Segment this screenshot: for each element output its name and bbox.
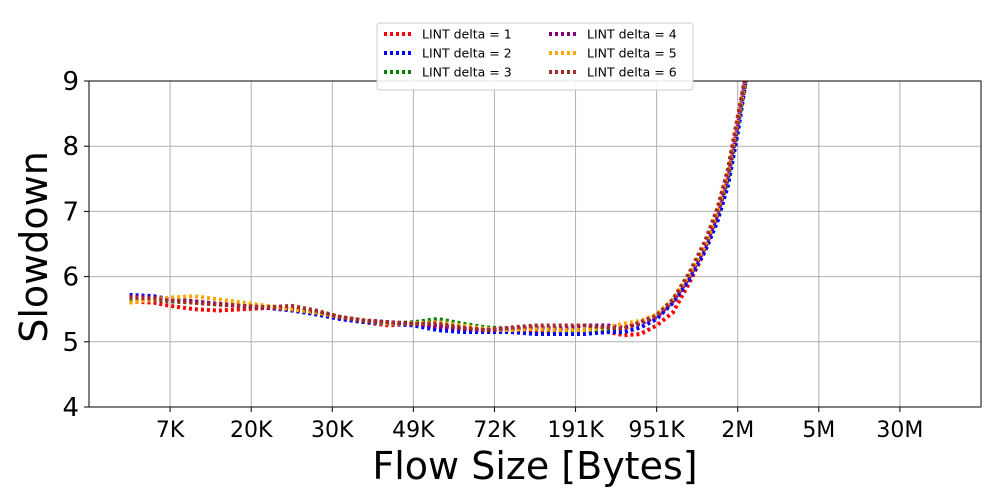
legend-entry: LINT delta = 5 [587, 46, 677, 61]
series-line-1 [129, 81, 747, 338]
x-tick-label: 20K [230, 418, 273, 443]
series-line-2 [129, 81, 748, 336]
y-tick-labels: 4 5 6 7 8 9 [62, 67, 89, 423]
x-tick-label: 49K [392, 418, 435, 443]
series-line-5 [129, 81, 748, 333]
x-tick-label: 2M [721, 418, 754, 443]
y-tick-label: 8 [62, 132, 79, 162]
x-tick-label: 30K [311, 418, 354, 443]
legend-entry: LINT delta = 6 [587, 65, 677, 80]
legend-entry: LINT delta = 1 [422, 27, 512, 42]
y-axis-label: Slowdown [12, 151, 56, 343]
y-tick-label: 5 [62, 328, 79, 358]
x-tick-label: 30M [876, 418, 923, 443]
legend-entry: LINT delta = 4 [587, 27, 677, 42]
x-tick-label: 5M [802, 418, 835, 443]
y-tick-label: 9 [62, 67, 79, 97]
series-line-4 [129, 81, 748, 333]
x-tick-label: 951K [628, 418, 685, 443]
legend-entry: LINT delta = 2 [422, 46, 512, 61]
x-axis-label: Flow Size [Bytes] [372, 444, 697, 488]
series-line-3 [129, 81, 748, 333]
y-tick-label: 4 [62, 393, 79, 423]
y-tick-label: 7 [62, 197, 79, 227]
legend-box [376, 22, 694, 91]
x-tick-label: 191K [547, 418, 604, 443]
legend-entry: LINT delta = 3 [422, 65, 512, 80]
y-tick-label: 6 [62, 263, 79, 293]
x-tick-label: 72K [473, 418, 516, 443]
legend: LINT delta = 1 LINT delta = 2 LINT delta =… [376, 22, 694, 91]
x-tick-labels: 7K 20K 30K 49K 72K 191K 951K 2M 5M 30M [156, 407, 923, 443]
series-line-6 [129, 81, 747, 333]
x-tick-label: 7K [156, 418, 185, 443]
plot-frame [88, 80, 982, 408]
grid-lines [89, 80, 981, 408]
series-lines [129, 81, 748, 338]
